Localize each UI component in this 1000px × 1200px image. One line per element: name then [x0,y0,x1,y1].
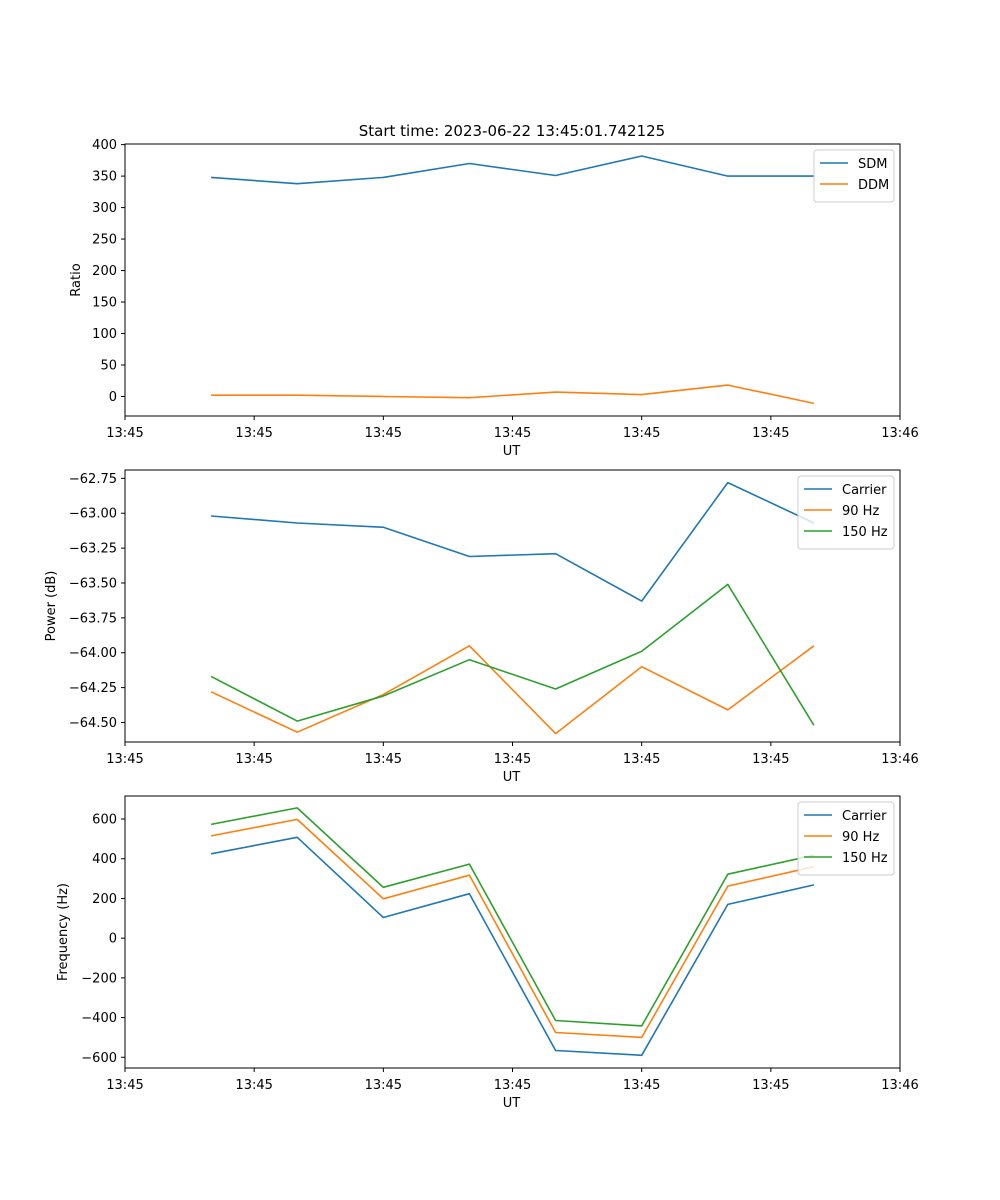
x-tick-label: 13:45 [235,1078,272,1093]
x-tick-label: 13:45 [365,426,402,441]
series-line-150-hz [210,583,815,726]
x-tick-label: 13:46 [881,1078,918,1093]
x-tick-label: 13:45 [623,426,660,441]
y-tick-label: 200 [92,264,117,279]
x-tick-label: 13:45 [365,1078,402,1093]
subplot-1: 13:45 13:45 13:45 13:45 13:45 13:45 13:46 0 50 10… [69,138,919,459]
legend-label-sdm: SDM [858,157,887,172]
y-tick-label: 300 [92,201,117,216]
legend: SDM DDM [813,149,895,203]
x-tick-label: 13:45 [106,752,143,767]
legend-label-carrier: Carrier [842,809,887,824]
x-tick-label: 13:45 [235,426,272,441]
legend-label-carrier: Carrier [842,483,887,498]
series-line-carrier [210,836,815,1057]
y-tick-label: 250 [92,233,117,248]
subplots: 13:45 13:45 13:45 13:45 13:45 13:45 13:46 0 50 10… [44,138,919,1111]
y-tick-label: −200 [81,971,117,986]
x-tick-label: 13:45 [494,1078,531,1093]
legend-label-90-hz: 90 Hz [842,504,879,519]
series-line-carrier [211,481,815,602]
y-tick-label: 0 [109,390,117,405]
series-line-ddm [211,384,815,405]
subplot-2: 13:45 13:45 13:45 13:45 13:45 13:45 13:46 −64.5… [44,469,919,785]
y-axis-label: Frequency (Hz) [56,883,71,981]
y-tick-label: 400 [92,138,117,153]
x-tick-label: 13:46 [881,752,918,767]
x-tick-label: 13:45 [623,752,660,767]
x-tick-label: 13:45 [494,426,531,441]
x-tick-label: 13:45 [494,752,531,767]
y-tick-label: −62.75 [69,472,117,487]
y-tick-label: −63.00 [69,507,117,522]
x-tick-label: 13:45 [235,752,272,767]
series-line-90-hz [210,818,815,1039]
y-tick-label: −400 [81,1011,117,1026]
y-tick-label: −64.25 [69,681,117,696]
series-line-90-hz [210,644,815,735]
y-tick-label: 100 [92,327,117,342]
y-tick-label: −600 [81,1051,117,1066]
legend-label-ddm: DDM [858,178,889,193]
figure-title: Start time: 2023-06-22 13:45:01.742125 [359,122,665,140]
series-line-sdm [211,155,814,185]
legend: Carrier 90 Hz 150 Hz [797,475,895,550]
x-tick-label: 13:45 [752,426,789,441]
plot-frame [124,143,901,417]
y-tick-label: 200 [92,892,117,907]
y-tick-label: −64.00 [69,646,117,661]
series-line-150-hz [210,807,815,1027]
y-tick-label: 350 [92,170,117,185]
x-tick-label: 13:46 [881,426,918,441]
x-axis-label: UT [503,444,521,459]
y-tick-label: 600 [92,813,117,828]
x-tick-label: 13:45 [106,1078,143,1093]
y-tick-label: 400 [92,852,117,867]
legend-label-150-hz: 150 Hz [842,525,888,540]
x-tick-label: 13:45 [365,752,402,767]
x-axis-label: UT [503,1096,521,1111]
x-tick-label: 13:45 [752,1078,789,1093]
y-tick-label: −64.50 [69,716,117,731]
y-tick-label: 0 [109,932,117,947]
legend-label-90-hz: 90 Hz [842,830,879,845]
y-tick-label: −63.50 [69,576,117,591]
y-tick-label: 150 [92,296,117,311]
y-tick-label: 50 [100,359,117,374]
y-axis-label: Power (dB) [44,571,59,642]
legend: Carrier 90 Hz 150 Hz [797,801,895,876]
x-tick-label: 13:45 [752,752,789,767]
plot-frame [124,469,901,743]
y-tick-label: −63.75 [69,611,117,626]
y-axis-label: Ratio [69,263,84,296]
plot-frame [124,795,901,1069]
x-axis-label: UT [503,770,521,785]
legend-label-150-hz: 150 Hz [842,851,888,866]
x-tick-label: 13:45 [623,1078,660,1093]
subplot-3: 13:45 13:45 13:45 13:45 13:45 13:45 13:46 −600 −… [56,795,919,1111]
x-tick-label: 13:45 [106,426,143,441]
y-tick-label: −63.25 [69,542,117,557]
